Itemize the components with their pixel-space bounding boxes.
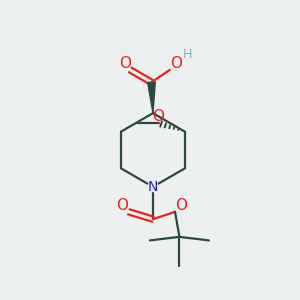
- Text: H: H: [183, 48, 192, 61]
- Text: O: O: [176, 198, 188, 213]
- Text: N: N: [148, 180, 158, 194]
- Text: O: O: [152, 109, 164, 124]
- Text: O: O: [170, 56, 182, 71]
- Text: O: O: [119, 56, 131, 71]
- Text: O: O: [116, 198, 128, 213]
- Polygon shape: [148, 82, 155, 113]
